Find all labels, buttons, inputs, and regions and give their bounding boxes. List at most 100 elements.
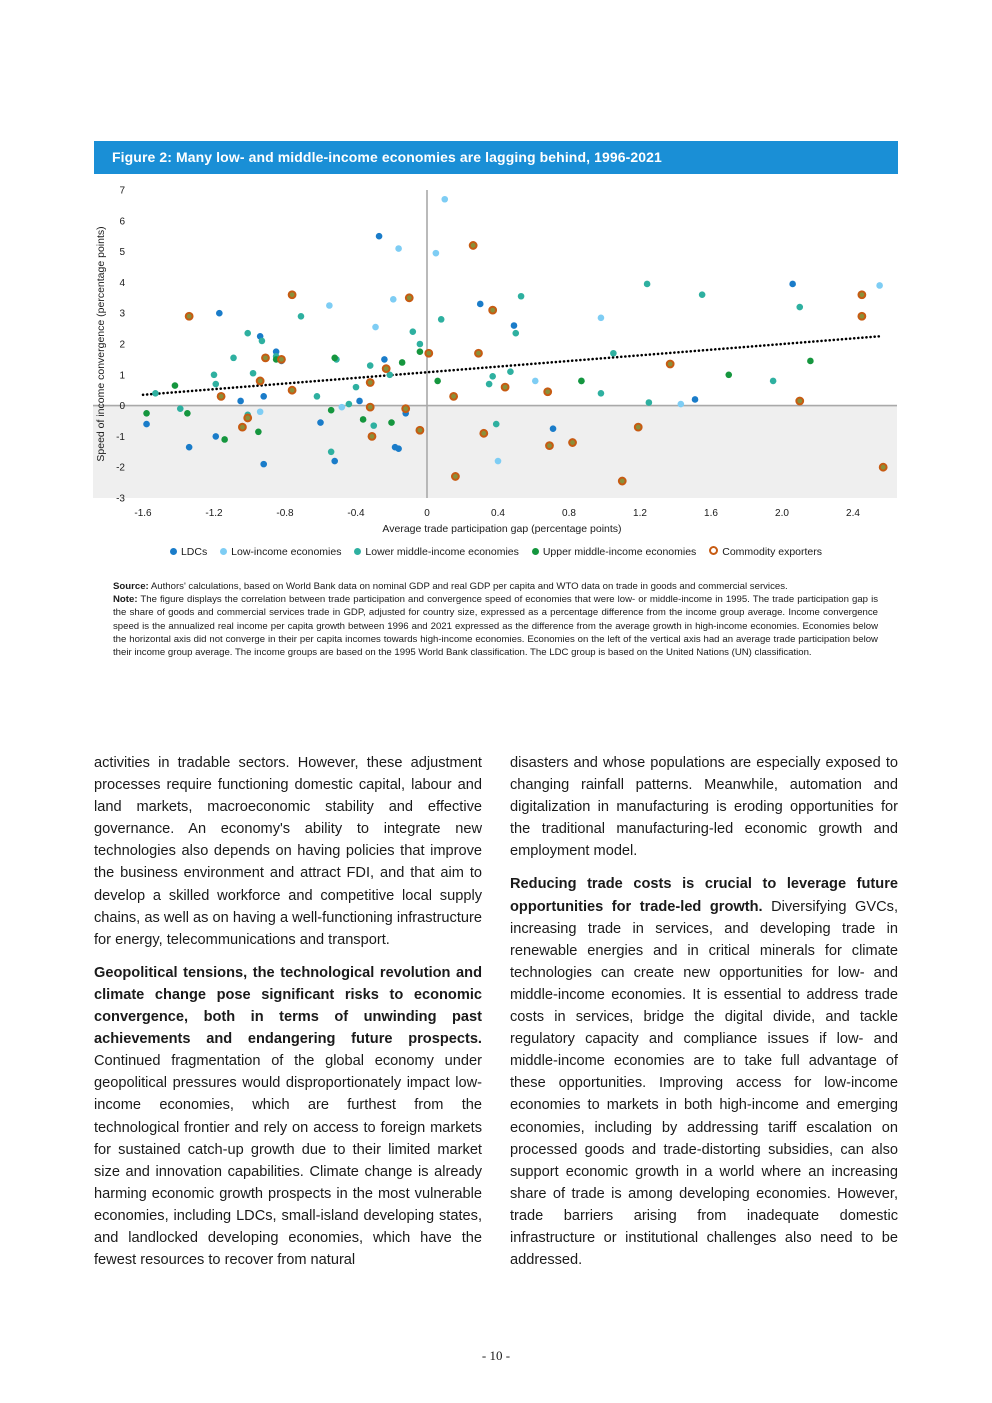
legend-label: LDCs <box>180 546 208 558</box>
source-note: Source: Authors' calculations, based on … <box>113 580 878 593</box>
source-text: Authors' calculations, based on World Ba… <box>150 581 788 592</box>
data-point-commodity-exporter <box>665 359 675 369</box>
data-point <box>549 425 557 432</box>
y-tick-label: 3 <box>119 309 125 320</box>
data-point-commodity-exporter <box>261 353 270 363</box>
data-point <box>366 362 374 369</box>
legend-marker <box>709 546 719 555</box>
data-point-commodity-exporter <box>365 378 375 387</box>
page-number: - 10 - <box>481 1348 511 1363</box>
data-point <box>171 382 179 389</box>
data-point-commodity-exporter <box>633 422 643 432</box>
x-tick-label: 2.4 <box>846 508 860 519</box>
data-point-commodity-exporter <box>287 290 297 300</box>
data-point <box>313 393 321 400</box>
data-point <box>395 245 402 252</box>
legend-label: Commodity exporters <box>722 546 823 558</box>
data-point <box>796 303 804 311</box>
data-point <box>492 420 500 428</box>
data-point <box>386 371 394 379</box>
y-tick-label: -1 <box>116 432 125 443</box>
paragraph-text: Continued fragmentation of the global ec… <box>94 1053 482 1269</box>
legend-marker <box>354 548 362 555</box>
data-point <box>489 373 496 380</box>
data-point <box>345 400 353 408</box>
data-point <box>643 280 651 288</box>
data-point-commodity-exporter <box>238 422 247 432</box>
data-point <box>789 280 796 288</box>
data-point-commodity-exporter <box>474 348 483 358</box>
data-point-commodity-exporter <box>468 241 478 250</box>
data-point-commodity-exporter <box>543 387 553 397</box>
data-point <box>597 389 605 397</box>
paragraph-text: Diversifying GVCs, increasing trade in s… <box>510 898 898 1269</box>
paragraph: Geopolitical tensions, the technological… <box>94 962 482 1271</box>
y-tick-label: 1 <box>119 370 125 381</box>
data-point <box>244 329 252 337</box>
legend-marker <box>220 548 228 555</box>
y-tick-label: -2 <box>116 463 125 474</box>
legend-marker <box>169 548 177 555</box>
y-tick-label: 2 <box>119 340 125 351</box>
data-point <box>326 302 333 309</box>
figure-title: Figure 2: Many low- and middle-income ec… <box>94 141 898 174</box>
data-point <box>769 377 777 385</box>
data-point <box>485 380 493 388</box>
data-point <box>176 405 184 412</box>
data-point <box>398 359 406 366</box>
y-tick-label: 4 <box>119 278 125 289</box>
data-point <box>476 300 484 308</box>
data-point <box>297 312 305 320</box>
data-point <box>317 419 324 426</box>
data-point <box>255 428 262 436</box>
data-point <box>212 433 220 440</box>
data-point-commodity-exporter <box>381 364 391 374</box>
data-point <box>597 314 605 322</box>
x-tick-label: -0.8 <box>276 508 294 519</box>
data-point <box>338 403 346 411</box>
paragraph-lead: Reducing trade costs is crucial to lever… <box>510 876 898 915</box>
data-point <box>441 195 449 203</box>
x-axis-label: Average trade participation gap (percent… <box>382 523 621 535</box>
data-point <box>437 316 445 323</box>
data-point <box>260 460 268 468</box>
data-point <box>210 371 218 379</box>
data-point <box>416 340 424 348</box>
data-point-commodity-exporter <box>424 348 434 358</box>
data-point-commodity-exporter <box>401 404 411 414</box>
note: Note: The figure displays the correlatio… <box>113 593 878 659</box>
data-point <box>221 436 228 443</box>
data-point <box>143 410 150 417</box>
data-point <box>507 368 514 376</box>
body-column-right: disasters and whose populations are espe… <box>510 752 898 1282</box>
legend-item-upper-middle-income: Upper middle-income economies <box>531 546 696 558</box>
x-tick-label: -1.2 <box>205 508 223 519</box>
data-point <box>184 410 191 417</box>
data-point-commodity-exporter <box>878 462 888 472</box>
figure-notes: Source: Authors' calculations, based on … <box>113 580 878 659</box>
y-tick-label: 6 <box>119 216 125 227</box>
data-point <box>494 457 502 465</box>
data-point <box>185 443 193 451</box>
data-point-commodity-exporter <box>277 355 286 364</box>
y-tick-label: 0 <box>119 401 125 412</box>
data-point-commodity-exporter <box>479 428 489 438</box>
legend-item-lower-middle-income: Lower middle-income economies <box>354 546 519 558</box>
data-point-commodity-exporter <box>415 425 425 435</box>
data-point <box>434 377 441 385</box>
data-point-commodity-exporter <box>545 441 554 451</box>
legend-label: Low-income economies <box>231 546 342 558</box>
y-axis-label: Speed of income convergence (percentage … <box>95 226 107 461</box>
trendline <box>141 335 881 397</box>
legend-item-ldcs: LDCs <box>169 546 208 558</box>
data-point-commodity-exporter <box>617 476 627 486</box>
data-point <box>395 445 402 453</box>
y-tick-label: 5 <box>119 247 125 258</box>
data-point-commodity-exporter <box>795 396 805 406</box>
data-point <box>510 322 518 329</box>
data-point <box>389 296 397 303</box>
data-point <box>237 397 244 405</box>
body-column-left: activities in tradable sectors. However,… <box>94 752 482 1282</box>
negative-region-shading <box>93 405 897 498</box>
data-point <box>531 377 539 385</box>
